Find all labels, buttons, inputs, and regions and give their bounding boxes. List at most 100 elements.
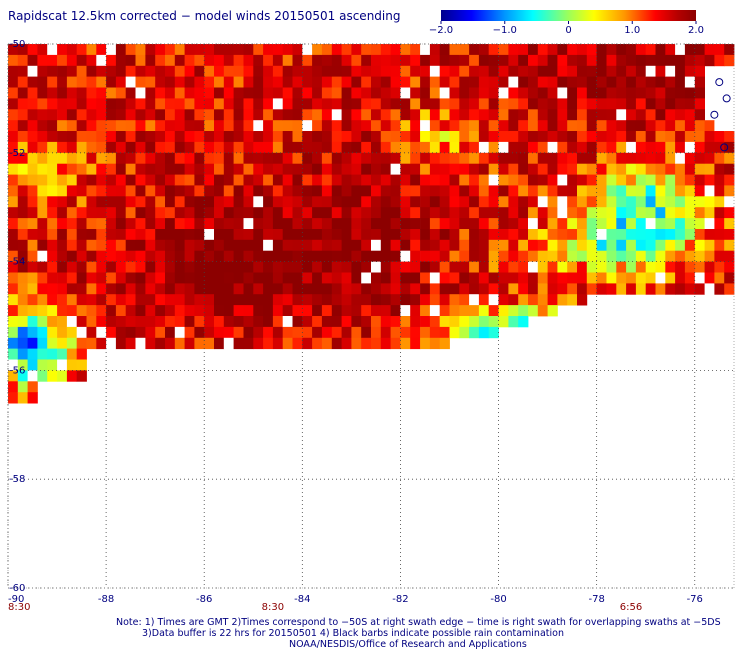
data-cell bbox=[86, 109, 97, 121]
data-cell bbox=[184, 141, 195, 154]
data-cell bbox=[8, 348, 19, 360]
data-cell bbox=[57, 98, 68, 110]
data-cell bbox=[214, 283, 225, 295]
data-cell bbox=[27, 218, 38, 230]
data-cell bbox=[194, 316, 205, 328]
data-cell bbox=[586, 261, 597, 273]
data-cell bbox=[449, 250, 460, 262]
data-cell bbox=[508, 283, 519, 295]
data-cell bbox=[400, 109, 411, 121]
data-cell bbox=[155, 305, 166, 317]
data-cell bbox=[331, 272, 342, 284]
data-cell bbox=[371, 283, 382, 295]
data-cell bbox=[272, 283, 284, 295]
data-cell bbox=[547, 294, 558, 306]
data-cell bbox=[145, 294, 156, 306]
data-cell bbox=[214, 305, 225, 317]
data-cell bbox=[57, 196, 68, 208]
data-cell bbox=[302, 316, 313, 328]
data-cell bbox=[253, 283, 264, 295]
data-cell bbox=[115, 65, 127, 78]
data-cell bbox=[449, 131, 460, 143]
data-cell bbox=[429, 65, 441, 78]
data-cell bbox=[596, 283, 607, 295]
data-cell bbox=[331, 152, 342, 165]
data-cell bbox=[115, 174, 127, 186]
data-cell bbox=[76, 196, 87, 208]
data-cell bbox=[331, 141, 342, 154]
data-cell bbox=[626, 185, 637, 197]
data-cell bbox=[263, 163, 274, 175]
data-cell bbox=[184, 250, 195, 262]
data-cell bbox=[47, 261, 58, 273]
data-cell bbox=[86, 120, 97, 132]
data-cell bbox=[223, 283, 234, 295]
data-cell bbox=[155, 283, 166, 295]
data-cell bbox=[145, 152, 156, 165]
data-cell bbox=[292, 218, 303, 230]
data-cell bbox=[76, 272, 87, 284]
data-cell bbox=[439, 98, 450, 110]
data-cell bbox=[557, 44, 568, 56]
data-cell bbox=[665, 109, 676, 121]
data-cell bbox=[282, 316, 293, 328]
data-cell bbox=[684, 250, 696, 262]
data-cell bbox=[684, 54, 696, 67]
data-cell bbox=[429, 326, 441, 339]
data-cell bbox=[429, 163, 441, 175]
data-cell bbox=[17, 359, 28, 371]
data-cell bbox=[380, 261, 391, 273]
data-cell bbox=[655, 65, 666, 78]
chart-title: Rapidscat 12.5km corrected − model winds… bbox=[8, 9, 400, 23]
data-cell bbox=[645, 65, 656, 78]
data-cell bbox=[380, 109, 391, 121]
data-cell bbox=[675, 65, 686, 78]
data-cell bbox=[577, 163, 588, 175]
data-cell bbox=[351, 185, 362, 197]
data-cell bbox=[704, 174, 715, 186]
data-cell bbox=[508, 229, 519, 241]
data-cell bbox=[165, 141, 176, 154]
data-cell bbox=[76, 44, 87, 56]
data-cell bbox=[115, 109, 127, 121]
data-cell bbox=[410, 316, 421, 328]
data-cell bbox=[420, 185, 431, 197]
data-cell bbox=[263, 65, 274, 78]
data-cell bbox=[292, 261, 303, 273]
data-cell bbox=[694, 163, 705, 175]
data-cell bbox=[253, 120, 264, 132]
data-cell bbox=[204, 141, 215, 154]
data-cell bbox=[223, 109, 234, 121]
data-cell bbox=[586, 272, 597, 284]
data-cell bbox=[204, 152, 215, 165]
data-cell bbox=[341, 44, 352, 56]
data-cell bbox=[675, 196, 686, 208]
data-cell bbox=[292, 87, 303, 99]
data-cell bbox=[380, 283, 391, 295]
data-cell bbox=[341, 76, 352, 88]
data-cell bbox=[27, 163, 38, 175]
data-cell bbox=[125, 141, 136, 154]
data-cell bbox=[194, 196, 205, 208]
data-cell bbox=[724, 239, 735, 252]
data-cell bbox=[233, 207, 244, 219]
data-cell bbox=[223, 98, 234, 110]
data-cell bbox=[449, 87, 460, 99]
data-cell bbox=[37, 370, 48, 382]
data-cell bbox=[184, 337, 195, 350]
data-cell bbox=[214, 65, 225, 78]
data-cell bbox=[253, 326, 264, 339]
data-cell bbox=[292, 326, 303, 339]
data-cell bbox=[312, 272, 323, 284]
data-cell bbox=[606, 131, 617, 143]
data-cell bbox=[371, 326, 382, 339]
data-cell bbox=[478, 305, 490, 317]
data-cell bbox=[586, 152, 597, 165]
data-cell bbox=[27, 272, 38, 284]
data-cell bbox=[420, 109, 431, 121]
data-cell bbox=[439, 207, 450, 219]
data-cell bbox=[488, 76, 499, 88]
data-cell bbox=[331, 65, 342, 78]
data-cell bbox=[498, 207, 509, 219]
